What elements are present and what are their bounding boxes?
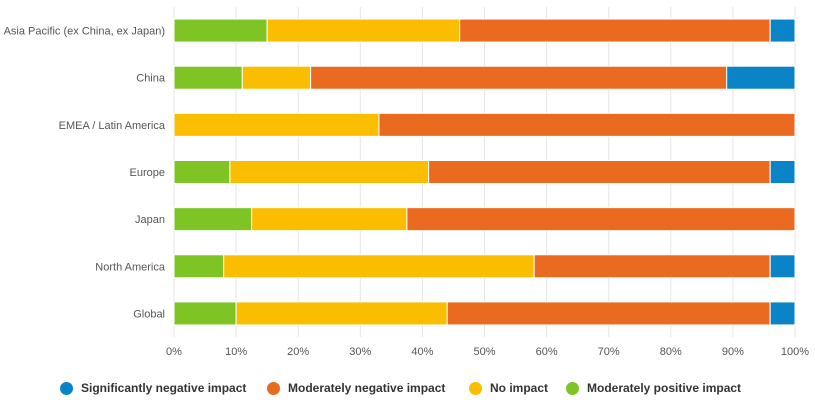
bar-segment <box>235 301 448 326</box>
bar-segment <box>769 254 796 279</box>
bar-segment <box>446 301 771 326</box>
bar-segment <box>310 65 728 90</box>
x-tick-label: 10% <box>225 346 247 358</box>
x-tick-label: 60% <box>536 346 558 358</box>
bar-segment <box>173 254 225 279</box>
category-label: Europe <box>130 167 165 179</box>
chart-plot: 0% 10% 20% 30% 40% 50% 60% 70% 80% 90% 100% Asia Pa… <box>4 7 809 358</box>
bar-segment <box>533 254 771 279</box>
x-tick-label: 20% <box>287 346 309 358</box>
legend-marker <box>469 381 482 395</box>
bar-segment <box>173 65 243 90</box>
bar-segment <box>428 160 771 184</box>
legend-item[interactable]: No impact <box>469 376 548 400</box>
x-tick-label: 40% <box>411 346 433 358</box>
bar-segment <box>459 18 771 43</box>
bar-segment <box>769 301 796 326</box>
legend-label: Moderately negative impact <box>288 381 446 395</box>
legend-marker <box>566 381 579 395</box>
legend-label: No impact <box>490 381 549 395</box>
bar-segment <box>223 254 535 279</box>
legend-label: Moderately positive impact <box>587 381 742 395</box>
chart-legend: Significantly negative impact Moderately … <box>0 376 815 400</box>
legend-marker <box>267 381 280 395</box>
bar-segment <box>173 112 380 137</box>
x-tick-label: 80% <box>660 346 682 358</box>
bar-segment <box>769 160 796 184</box>
bar-segment <box>229 160 430 184</box>
bar-segment <box>173 207 253 232</box>
legend-item[interactable]: Moderately positive impact <box>566 376 741 400</box>
bar-segment <box>406 207 796 232</box>
bar-segment <box>173 18 268 43</box>
bar-segment <box>173 301 237 326</box>
bar-segment <box>241 65 312 90</box>
legend-item[interactable]: Significantly negative impact <box>60 376 246 400</box>
bar-segment <box>726 65 796 90</box>
bar-segment <box>173 160 231 184</box>
legend-item[interactable]: Moderately negative impact <box>267 376 445 400</box>
category-label: Japan <box>135 214 165 226</box>
category-label: China <box>136 73 166 85</box>
x-tick-label: 70% <box>598 346 620 358</box>
x-tick-label: 30% <box>349 346 371 358</box>
x-tick-label: 50% <box>473 346 495 358</box>
legend-label: Significantly negative impact <box>81 381 247 395</box>
category-label: Global <box>133 308 165 320</box>
x-tick-label: 90% <box>722 346 744 358</box>
bar-segment <box>378 112 796 137</box>
category-label: North America <box>95 261 166 273</box>
bar-segment <box>251 207 408 232</box>
x-tick-label: 100% <box>781 346 809 358</box>
x-tick-label: 0% <box>166 346 182 358</box>
bar-segment <box>769 18 796 43</box>
category-label: Asia Pacific (ex China, ex Japan) <box>4 26 165 38</box>
legend-marker <box>60 381 73 395</box>
category-label: EMEA / Latin America <box>59 120 166 132</box>
bar-segment <box>266 18 461 43</box>
